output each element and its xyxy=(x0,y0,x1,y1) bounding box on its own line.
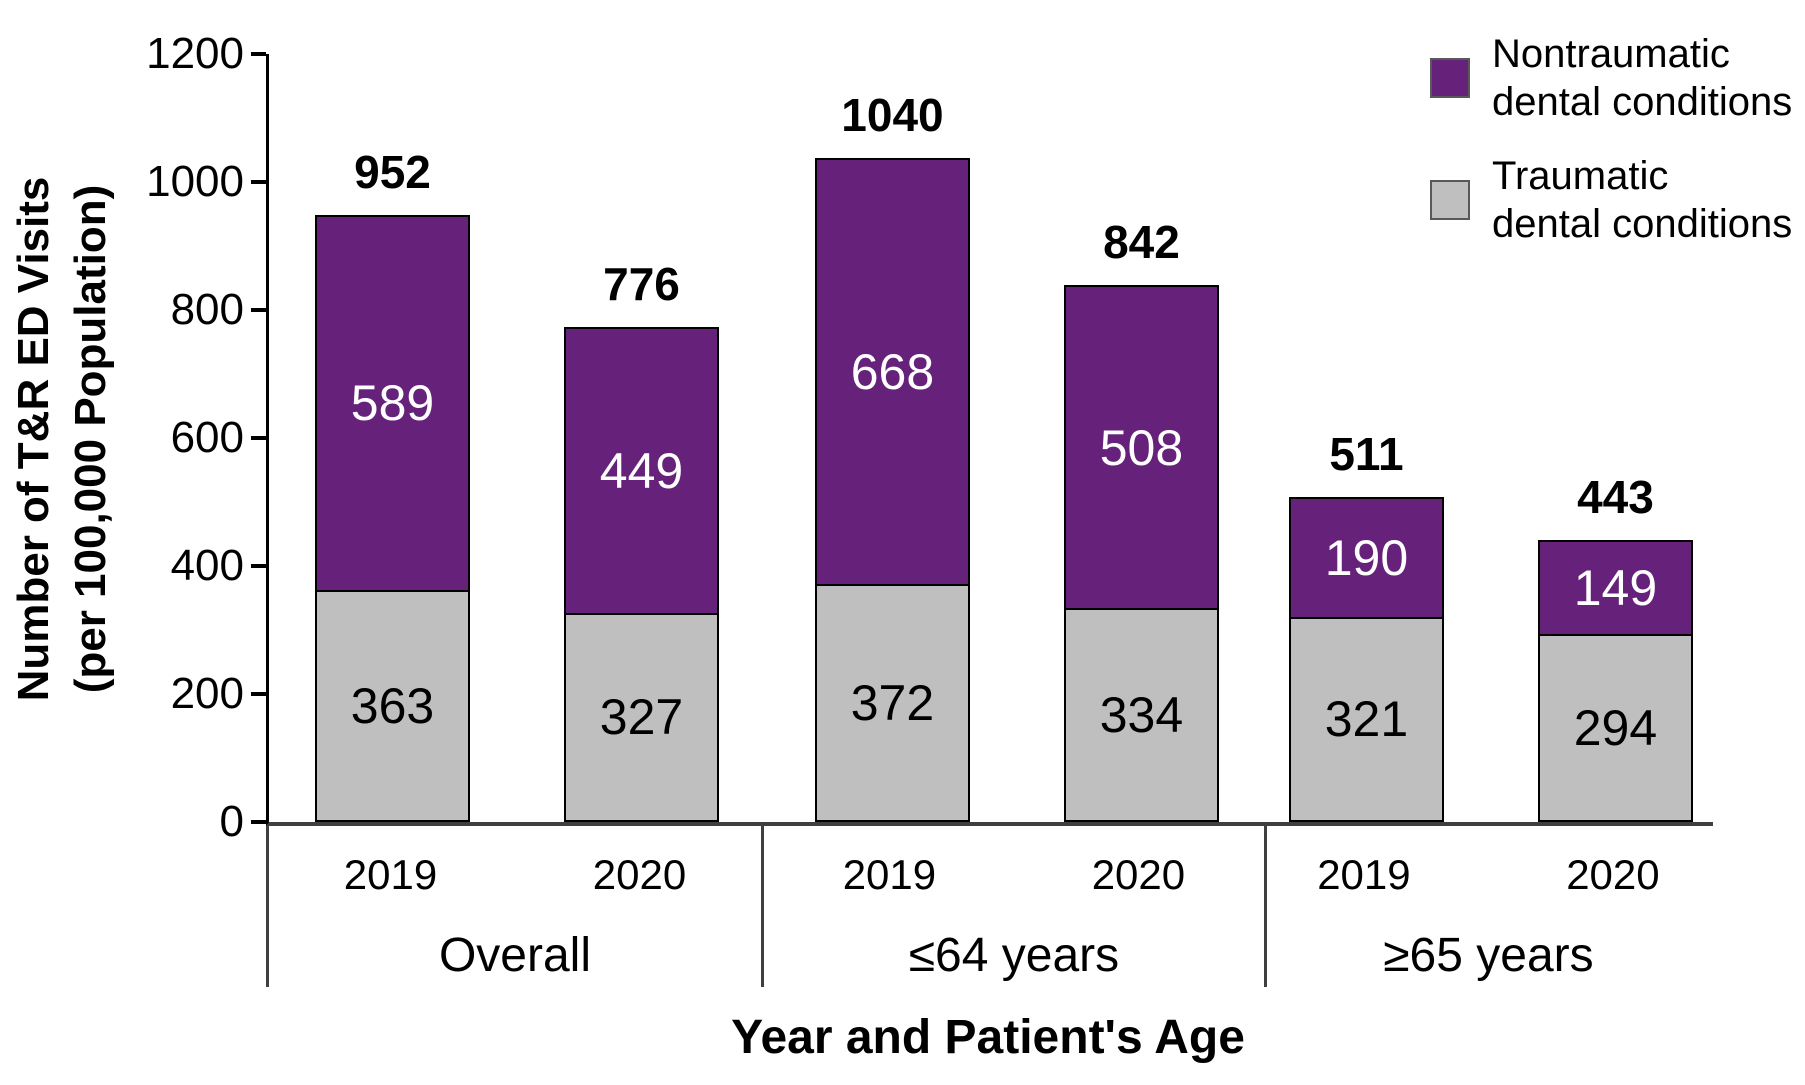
tick-mark xyxy=(251,180,266,184)
tick-mark xyxy=(251,564,266,568)
traumatic-segment: 363 xyxy=(315,589,470,822)
segment-value: 449 xyxy=(599,443,684,500)
total-label: 776 xyxy=(603,258,680,311)
y-tick-label: 400 xyxy=(170,541,244,590)
segment-value: 668 xyxy=(850,344,935,401)
x-axis-title: Year and Patient's Age xyxy=(731,1011,1245,1064)
segment-value: 363 xyxy=(350,677,435,734)
total-label: 842 xyxy=(1103,216,1180,269)
legend-label-line: dental conditions xyxy=(1492,80,1793,124)
year-row: 2019 2020 xyxy=(764,854,1264,896)
tick-mark xyxy=(251,820,266,824)
x-group-65-or-more: 2019 2020 ≥65 years xyxy=(1267,826,1710,987)
plot-area: 1200 1000 800 600 400 200 0 952 xyxy=(146,32,1713,844)
bar-group-overall: 952 589 363 776 449 327 xyxy=(269,54,765,822)
segment-value: 589 xyxy=(350,375,435,432)
bar-65more-2019: 511 190 321 xyxy=(1288,54,1444,822)
tick-mark xyxy=(251,436,266,440)
total-label: 1040 xyxy=(841,89,944,142)
x-group-64-or-less: 2019 2020 ≤64 years xyxy=(764,826,1267,987)
traumatic-segment: 327 xyxy=(564,612,719,822)
bar-65more-2020: 443 149 294 xyxy=(1537,54,1693,822)
year-label: 2019 xyxy=(842,851,937,898)
y-axis-title: Number of T&R ED Visits (per 100,000 Pop… xyxy=(0,55,128,823)
legend: Nontraumatic dental conditions Traumatic… xyxy=(1430,30,1792,248)
bar-64less-2019: 1040 668 372 xyxy=(814,54,970,822)
year-row: 2019 2020 xyxy=(1267,854,1710,896)
year-label: 2020 xyxy=(1566,851,1660,898)
nontraumatic-segment: 589 xyxy=(315,214,470,592)
traumatic-segment: 334 xyxy=(1063,608,1219,822)
y-axis-title-line2: (per 100,000 Population) xyxy=(66,184,115,694)
traumatic-segment: 372 xyxy=(814,583,970,822)
year-label: 2019 xyxy=(1317,851,1411,898)
legend-label-nontraumatic: Nontraumatic dental conditions xyxy=(1492,30,1792,126)
x-group-overall: 2019 2020 Overall xyxy=(269,826,764,987)
group-label-65-or-more: ≥65 years xyxy=(1383,929,1594,982)
segment-value: 149 xyxy=(1573,560,1658,617)
nontraumatic-segment: 149 xyxy=(1537,540,1693,636)
bar-group-64-or-less: 1040 668 372 842 508 334 xyxy=(765,54,1269,822)
total-label: 952 xyxy=(354,145,431,198)
segment-value: 508 xyxy=(1099,419,1184,476)
y-axis-title-line1: Number of T&R ED Visits xyxy=(8,176,58,702)
legend-label-line: Nontraumatic xyxy=(1492,32,1730,76)
y-tick-label: 1200 xyxy=(146,29,244,78)
bar-overall-2019: 952 589 363 xyxy=(315,54,470,822)
segment-value: 321 xyxy=(1324,691,1409,748)
bar-overall-2020: 776 449 327 xyxy=(564,54,719,822)
nontraumatic-segment: 190 xyxy=(1288,496,1444,619)
y-tick-label: 1000 xyxy=(146,157,244,206)
group-label-64-or-less: ≤64 years xyxy=(908,929,1120,982)
total-label: 511 xyxy=(1329,427,1404,480)
legend-label-line: Traumatic xyxy=(1492,154,1669,198)
legend-swatch-traumatic xyxy=(1430,180,1470,220)
y-tick-label: 600 xyxy=(170,413,244,462)
year-label: 2019 xyxy=(343,851,438,898)
y-tick-label: 0 xyxy=(219,797,244,846)
total-label: 443 xyxy=(1577,471,1654,524)
x-axis-labels-area: 2019 2020 Overall 2019 2020 ≤64 years 20… xyxy=(266,826,1710,987)
bar-64less-2020: 842 508 334 xyxy=(1063,54,1219,822)
traumatic-segment: 321 xyxy=(1288,616,1444,822)
legend-label-traumatic: Traumatic dental conditions xyxy=(1492,152,1792,248)
y-tick-label: 800 xyxy=(170,284,244,334)
legend-item-nontraumatic: Nontraumatic dental conditions xyxy=(1430,30,1792,126)
segment-value: 327 xyxy=(599,689,684,746)
year-label: 2020 xyxy=(592,851,687,898)
segment-value: 294 xyxy=(1573,699,1658,756)
y-tick-label: 200 xyxy=(170,668,244,718)
legend-item-traumatic: Traumatic dental conditions xyxy=(1430,152,1792,248)
group-label-overall: Overall xyxy=(438,929,591,982)
year-row: 2019 2020 xyxy=(269,854,761,896)
traumatic-segment: 294 xyxy=(1537,633,1693,822)
tick-mark xyxy=(251,307,266,312)
tick-mark xyxy=(251,691,266,696)
legend-swatch-nontraumatic xyxy=(1430,58,1470,98)
bar-group-65-or-more: 511 190 321 443 149 294 xyxy=(1269,54,1713,822)
tick-mark xyxy=(251,52,266,56)
nontraumatic-segment: 668 xyxy=(814,158,970,586)
year-label: 2020 xyxy=(1091,851,1186,898)
segment-value: 190 xyxy=(1324,529,1409,586)
nontraumatic-segment: 449 xyxy=(564,327,719,615)
segment-value: 334 xyxy=(1099,687,1184,744)
nontraumatic-segment: 508 xyxy=(1063,285,1219,611)
segment-value: 372 xyxy=(850,674,935,731)
legend-label-line: dental conditions xyxy=(1492,202,1793,246)
